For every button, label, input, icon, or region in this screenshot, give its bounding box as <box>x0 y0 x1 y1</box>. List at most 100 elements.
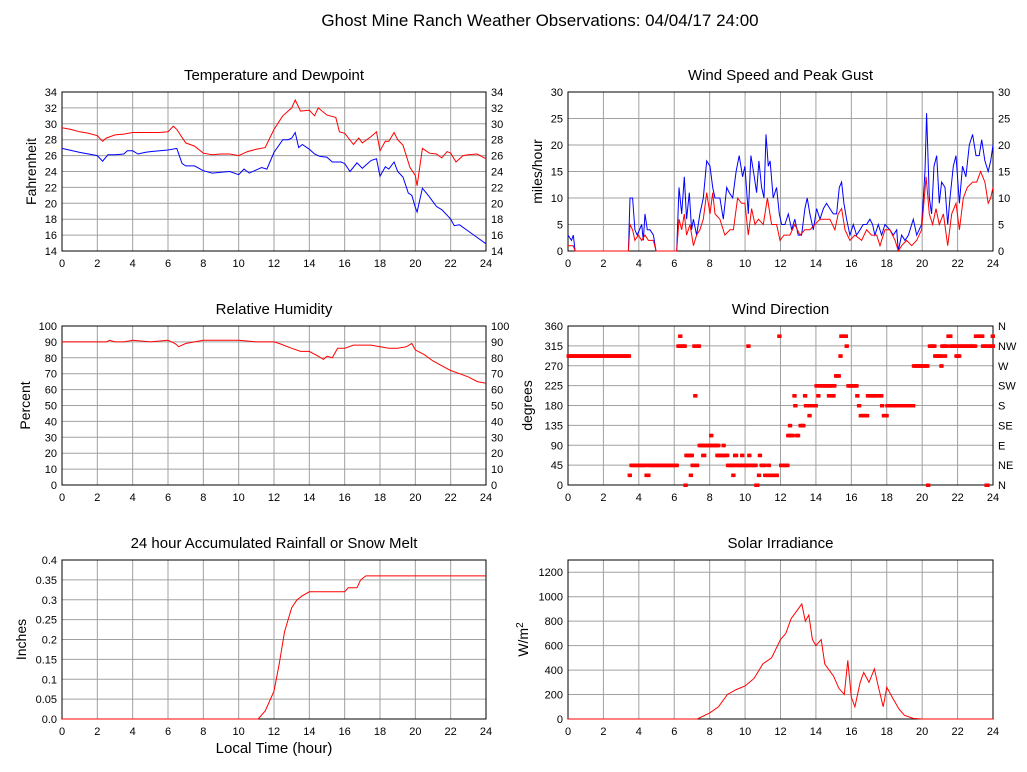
x-tick-label: 24 <box>987 258 999 270</box>
y-tick-label: 22 <box>45 182 57 194</box>
x-tick-label: 24 <box>987 726 999 738</box>
x-tick-label: 8 <box>707 258 713 270</box>
x-tick-label: 24 <box>987 492 999 504</box>
x-tick-label: 12 <box>774 492 786 504</box>
y-tick-label: 0.25 <box>36 615 57 627</box>
x-tick-label: 6 <box>671 726 677 738</box>
x-tick-label: 20 <box>916 492 928 504</box>
rh-title: Relative Humidity <box>216 301 333 318</box>
x-tick-label: 2 <box>94 258 100 270</box>
wind-direction-point <box>991 334 995 338</box>
y-tick-label: 10 <box>551 193 563 205</box>
wind-direction-point <box>628 473 632 478</box>
wind-direction-point <box>802 423 806 428</box>
rh-y-axis-label: Percent <box>17 381 33 429</box>
dir-title: Wind Direction <box>732 301 830 318</box>
wind-direction-point <box>880 404 885 408</box>
wind-direction-point <box>833 384 837 388</box>
x-tick-label: 6 <box>165 258 171 270</box>
wind-direction-point <box>747 463 751 468</box>
wind-direction-point <box>949 334 953 338</box>
y-tick-label: 100 <box>39 321 57 333</box>
temp-plot-frame <box>61 91 487 252</box>
wind-direction-point <box>911 404 916 408</box>
y-tick-label: 30 <box>45 119 57 131</box>
wind-direction-point <box>815 384 819 388</box>
wind-direction-point <box>695 463 700 468</box>
y-tick-label: 16 <box>45 230 57 242</box>
y-tick-label: 0.0 <box>42 714 57 726</box>
right-tick-label: 50 <box>491 401 503 413</box>
right-tick-label: 18 <box>491 214 503 226</box>
y-tick-label: 30 <box>551 87 563 99</box>
wind-direction-point <box>763 463 767 468</box>
wind-direction-point <box>732 463 737 468</box>
wind-direction-point <box>754 463 758 468</box>
x-tick-label: 12 <box>774 726 786 738</box>
right-tick-label: 32 <box>491 103 503 115</box>
y-tick-label: 90 <box>45 337 57 349</box>
wind-direction-point <box>793 394 797 398</box>
right-tick-label: 30 <box>491 119 503 131</box>
y-tick-label: 80 <box>45 353 57 365</box>
wind-direction-point <box>817 394 821 398</box>
wind-direction-point <box>945 344 949 348</box>
wind-title: Wind Speed and Peak Gust <box>688 67 874 84</box>
x-tick-label: 10 <box>739 258 751 270</box>
y-tick-label: 24 <box>45 167 57 179</box>
y-tick-label: 60 <box>45 385 57 397</box>
y-tick-label: 25 <box>551 114 563 126</box>
wind-direction-point <box>722 443 726 448</box>
x-tick-label: 18 <box>881 492 893 504</box>
x-tick-label: 20 <box>409 258 421 270</box>
y-tick-label: 180 <box>545 401 563 413</box>
wind-direction-point <box>973 344 978 348</box>
wind-direction-point <box>933 344 937 348</box>
x-tick-label: 12 <box>268 258 280 270</box>
series-line-solar-irradiance <box>568 602 993 720</box>
wind-direction-point <box>693 344 697 348</box>
rh-plot-frame <box>61 325 487 486</box>
wind-direction-point <box>786 463 790 468</box>
y-tick-label: 360 <box>545 321 563 333</box>
x-axis-label: Local Time (hour) <box>216 740 333 757</box>
x-tick-label: 4 <box>130 726 136 738</box>
y-tick-label: 225 <box>545 381 563 393</box>
wind-direction-point <box>788 423 793 428</box>
x-tick-label: 22 <box>951 726 963 738</box>
right-tick-label: 26 <box>491 151 503 163</box>
y-tick-label: 26 <box>45 151 57 163</box>
y-tick-label: 0.2 <box>42 635 57 647</box>
y-tick-label: 600 <box>545 641 563 653</box>
y-tick-label: 0.35 <box>36 575 57 587</box>
x-tick-label: 12 <box>268 492 280 504</box>
rain-panel: 24 hour Accumulated Rainfall or Snow Mel… <box>13 535 492 738</box>
wind-direction-point <box>803 394 808 398</box>
wind-direction-point <box>986 483 990 487</box>
wind-direction-point <box>758 453 763 458</box>
wind-direction-point <box>734 453 739 458</box>
rain-plot-frame <box>61 559 487 720</box>
x-tick-label: 4 <box>130 492 136 504</box>
wind-direction-point <box>814 404 818 408</box>
x-tick-label: 14 <box>810 726 822 738</box>
x-tick-label: 10 <box>233 258 245 270</box>
series-line-accumulated-rainfall <box>62 575 486 720</box>
wind-plot-frame <box>567 91 994 252</box>
y-tick-label: 30 <box>45 432 57 444</box>
y-tick-label: 0 <box>557 714 563 726</box>
wind-direction-point <box>757 473 762 478</box>
rain-y-axis-label: Inches <box>13 619 29 660</box>
right-tick-label: 30 <box>491 432 503 444</box>
x-tick-label: 4 <box>636 258 642 270</box>
y-tick-label: 0.3 <box>42 595 57 607</box>
right-tick-label: SW <box>998 381 1016 393</box>
x-tick-label: 20 <box>409 726 421 738</box>
wind-direction-point <box>740 463 744 468</box>
y-tick-label: 5 <box>557 220 563 232</box>
x-tick-label: 20 <box>409 492 421 504</box>
x-tick-label: 18 <box>881 726 893 738</box>
wind-direction-point <box>984 344 988 348</box>
